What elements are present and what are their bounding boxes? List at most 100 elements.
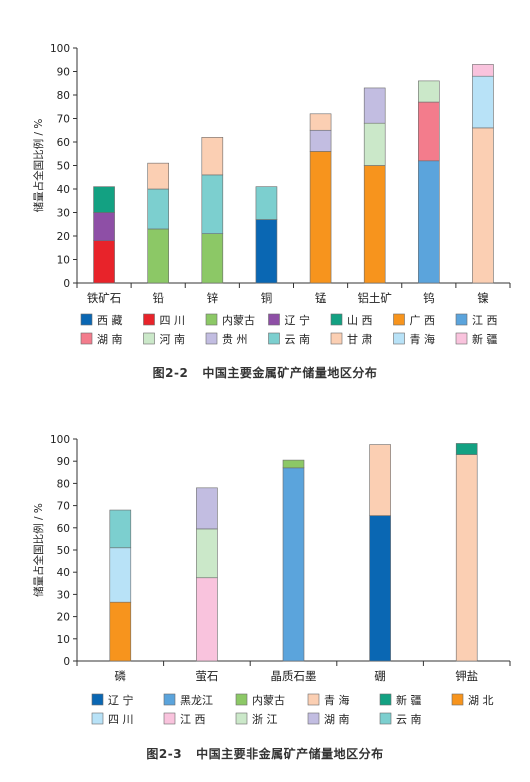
legend-swatch [143, 313, 155, 326]
legend-swatch [80, 332, 93, 345]
bar-segment [147, 162, 169, 190]
caption-text: 中国主要非金属矿产储量地区分布 [196, 747, 384, 761]
legend-swatch [205, 313, 218, 326]
legend-label: 内蒙古 [222, 313, 255, 327]
legend-swatch [143, 332, 155, 345]
y-tick-label: 10 [57, 255, 70, 267]
legend-label: 广 西 [410, 314, 436, 327]
bar-segment [201, 174, 224, 234]
legend-swatch [393, 332, 405, 345]
y-tick-label: 50 [57, 545, 70, 557]
legend-swatch [451, 693, 464, 706]
y-tick-label: 10 [57, 634, 70, 646]
chart-metal-reserves: 0 10 20 30 40 50 60 70 80 90 100 储量占全国比例 / % 铁矿石 铅 锌 铜 锰… [32, 43, 511, 346]
legend-swatch [379, 712, 392, 725]
legend-swatch [163, 712, 176, 725]
bar-segment [472, 64, 494, 77]
bar-segment [93, 240, 115, 284]
legend-swatch [268, 313, 280, 326]
bar-segment [93, 186, 115, 213]
y-tick-label: 0 [63, 278, 70, 290]
bar-segment [255, 186, 278, 220]
legend-label: 湖 南 [324, 713, 350, 726]
bar-segment [309, 113, 332, 131]
y-tick-label: 30 [57, 208, 70, 220]
bar-segment [109, 547, 132, 603]
legend-swatch [455, 332, 468, 345]
y-tick-label: 50 [57, 161, 70, 173]
legend-label: 江 西 [472, 314, 498, 327]
legend-swatch [163, 693, 176, 706]
legend-label: 河 南 [160, 333, 186, 346]
caption-chart-1: 图2-2 中国主要金属矿产储量地区分布 [0, 364, 530, 381]
bar-segment [147, 228, 169, 284]
bar-segment [363, 165, 386, 284]
bar-segment [196, 487, 218, 530]
legend-label: 辽 宁 [285, 313, 311, 327]
bar-segment [201, 137, 224, 176]
x-tick-label: 钾盐 [455, 669, 478, 683]
caption-text: 中国主要金属矿产储量地区分布 [202, 366, 378, 380]
legend-label: 甘 肃 [347, 333, 373, 346]
x-tick-label: 铁矿石 [87, 291, 122, 305]
x-tick-label: 锌 [207, 291, 219, 305]
x-tick-label: 磷 [115, 669, 127, 683]
legend-swatch [91, 712, 104, 725]
legend-label: 云 南 [396, 713, 422, 726]
legend-label: 湖 北 [468, 694, 494, 707]
x-tick-label: 镍 [477, 291, 489, 305]
y-tick-label: 30 [57, 589, 70, 601]
y-tick-label: 40 [57, 184, 70, 196]
bar-segment [363, 87, 386, 124]
legend-label: 山 西 [347, 314, 373, 327]
legend-label: 四 川 [160, 314, 186, 327]
x-tick-label: 萤石 [195, 669, 218, 683]
legend-label: 西 藏 [97, 314, 123, 327]
bar-segment [472, 75, 494, 129]
bar-segment [472, 127, 494, 284]
bar-segment [418, 80, 440, 103]
y-tick-label: 60 [57, 523, 70, 535]
y-tick-label: 90 [57, 67, 70, 79]
bar-segment [196, 528, 218, 579]
x-tick-label: 铅 [152, 291, 164, 305]
x-tick-label: 钨 [423, 291, 435, 305]
x-tick-label: 铜 [261, 291, 273, 305]
bar-segment [309, 129, 332, 152]
caption-number: 图2-3 [146, 747, 183, 761]
legend-label: 云 南 [285, 333, 311, 346]
y-tick-label: 70 [57, 114, 70, 126]
y-tick-label: 60 [57, 137, 70, 149]
legend-label: 青 海 [324, 693, 350, 707]
legend-swatch [307, 693, 320, 706]
legend-label: 浙 江 [252, 713, 278, 726]
caption-number: 图2-2 [152, 366, 189, 380]
bar-segment [196, 577, 218, 662]
y-axis-label: 储量占全国比例 / % [32, 503, 45, 597]
legend-swatch [91, 693, 104, 706]
legend-swatch [330, 332, 343, 345]
legend-label: 江 西 [180, 713, 206, 726]
x-tick-label: 铝土矿 [357, 291, 392, 305]
bar-segment [369, 515, 391, 662]
bar-segment [201, 233, 224, 284]
legend-label: 内蒙古 [252, 693, 285, 707]
x-tick-label: 晶质石墨 [271, 669, 317, 683]
bar-segment [109, 509, 132, 549]
legend-label: 贵 州 [222, 333, 248, 346]
bar-segment [255, 219, 278, 284]
y-axis-label: 储量占全国比例 / % [32, 119, 45, 213]
y-tick-label: 90 [57, 456, 70, 468]
bar-segment [109, 601, 132, 662]
y-tick-label: 0 [63, 656, 70, 668]
legend-label: 黑龙江 [180, 694, 213, 707]
bar-segment [282, 467, 305, 662]
legend-swatch [205, 332, 218, 345]
bar-segment [455, 443, 478, 455]
y-tick-label: 80 [57, 478, 70, 490]
legend-label: 新 疆 [472, 332, 498, 346]
y-tick-label: 70 [57, 501, 70, 513]
y-tick-label: 80 [57, 90, 70, 102]
legend-swatch [235, 712, 248, 725]
